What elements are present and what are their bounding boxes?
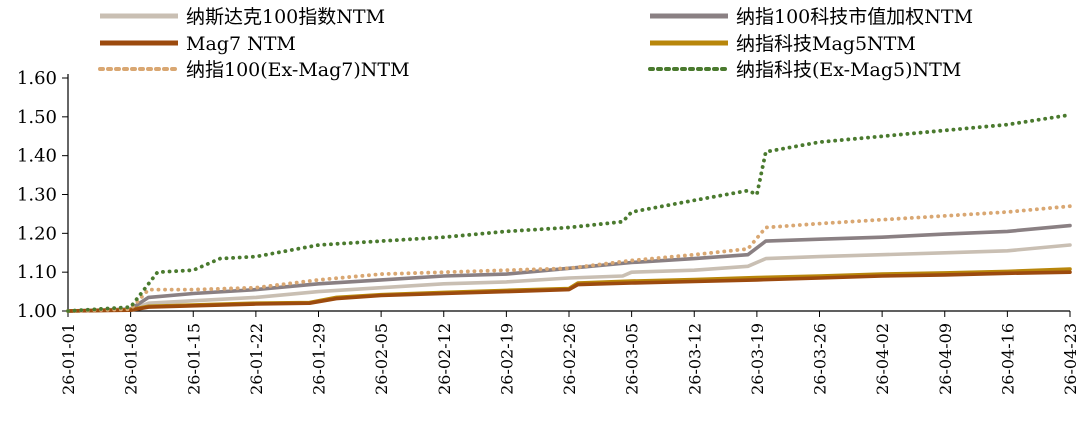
x-tick-label: 26-02-26 xyxy=(560,323,579,395)
legend-label: 纳指100科技市值加权NTM xyxy=(736,6,973,28)
legend-label: Mag7 NTM xyxy=(186,33,296,55)
x-tick-label: 26-04-02 xyxy=(873,323,892,395)
legend-label: 纳指100(Ex-Mag7)NTM xyxy=(186,59,410,81)
series-line xyxy=(66,223,1072,313)
y-tick-label: 1.30 xyxy=(17,185,57,206)
x-tick-label: 26-01-22 xyxy=(247,323,266,395)
x-tick-label: 26-04-09 xyxy=(936,323,955,395)
series-line xyxy=(66,243,1072,313)
legend-item: Mag7 NTM xyxy=(100,33,296,55)
x-tick-label: 26-01-29 xyxy=(310,323,329,395)
legend-item: 纳指100(Ex-Mag7)NTM xyxy=(98,59,410,81)
y-tick-label: 1.40 xyxy=(17,146,57,167)
x-tick-label: 26-04-23 xyxy=(1061,323,1080,395)
x-tick-label: 26-01-08 xyxy=(122,323,141,395)
x-tick-label: 26-03-19 xyxy=(748,323,767,395)
legend-item: 纳斯达克100指数NTM xyxy=(100,6,385,28)
x-tick-label: 26-03-05 xyxy=(623,323,642,395)
series-line xyxy=(66,204,1072,313)
legend-label: 纳指科技(Ex-Mag5)NTM xyxy=(736,59,961,81)
legend-label: 纳斯达克100指数NTM xyxy=(186,6,385,28)
series-group xyxy=(66,113,1072,313)
x-tick-label: 26-03-26 xyxy=(811,323,830,395)
y-tick-label: 1.10 xyxy=(17,262,57,283)
axes: 1.00 1.10 1.20 1.30 1.40 1.50 1.60 26-01-01 26-0… xyxy=(17,68,1080,395)
x-tick-label: 26-02-05 xyxy=(372,323,391,395)
y-tick-label: 1.00 xyxy=(17,301,57,322)
y-tick-label: 1.60 xyxy=(17,68,57,89)
legend-item: 纳指科技(Ex-Mag5)NTM xyxy=(648,59,961,81)
legend-item: 纳指科技Mag5NTM xyxy=(650,33,916,55)
series-line xyxy=(66,113,1072,313)
x-tick-label: 26-01-01 xyxy=(59,323,78,395)
x-tick-label: 26-01-15 xyxy=(184,323,203,395)
legend-label: 纳指科技Mag5NTM xyxy=(736,33,916,55)
legend: 纳斯达克100指数NTM 纳指100科技市值加权NTM Mag7 NTM 纳指科技Ma… xyxy=(98,6,973,81)
x-tick-label: 26-04-16 xyxy=(998,323,1017,395)
legend-item: 纳指100科技市值加权NTM xyxy=(650,6,973,28)
y-tick-label: 1.50 xyxy=(17,107,57,128)
y-tick-label: 1.20 xyxy=(17,223,57,244)
series-line xyxy=(66,270,1072,313)
x-tick-label: 26-02-12 xyxy=(435,323,454,395)
x-tick-label: 26-02-19 xyxy=(497,323,516,395)
x-tick-label: 26-03-12 xyxy=(685,323,704,395)
